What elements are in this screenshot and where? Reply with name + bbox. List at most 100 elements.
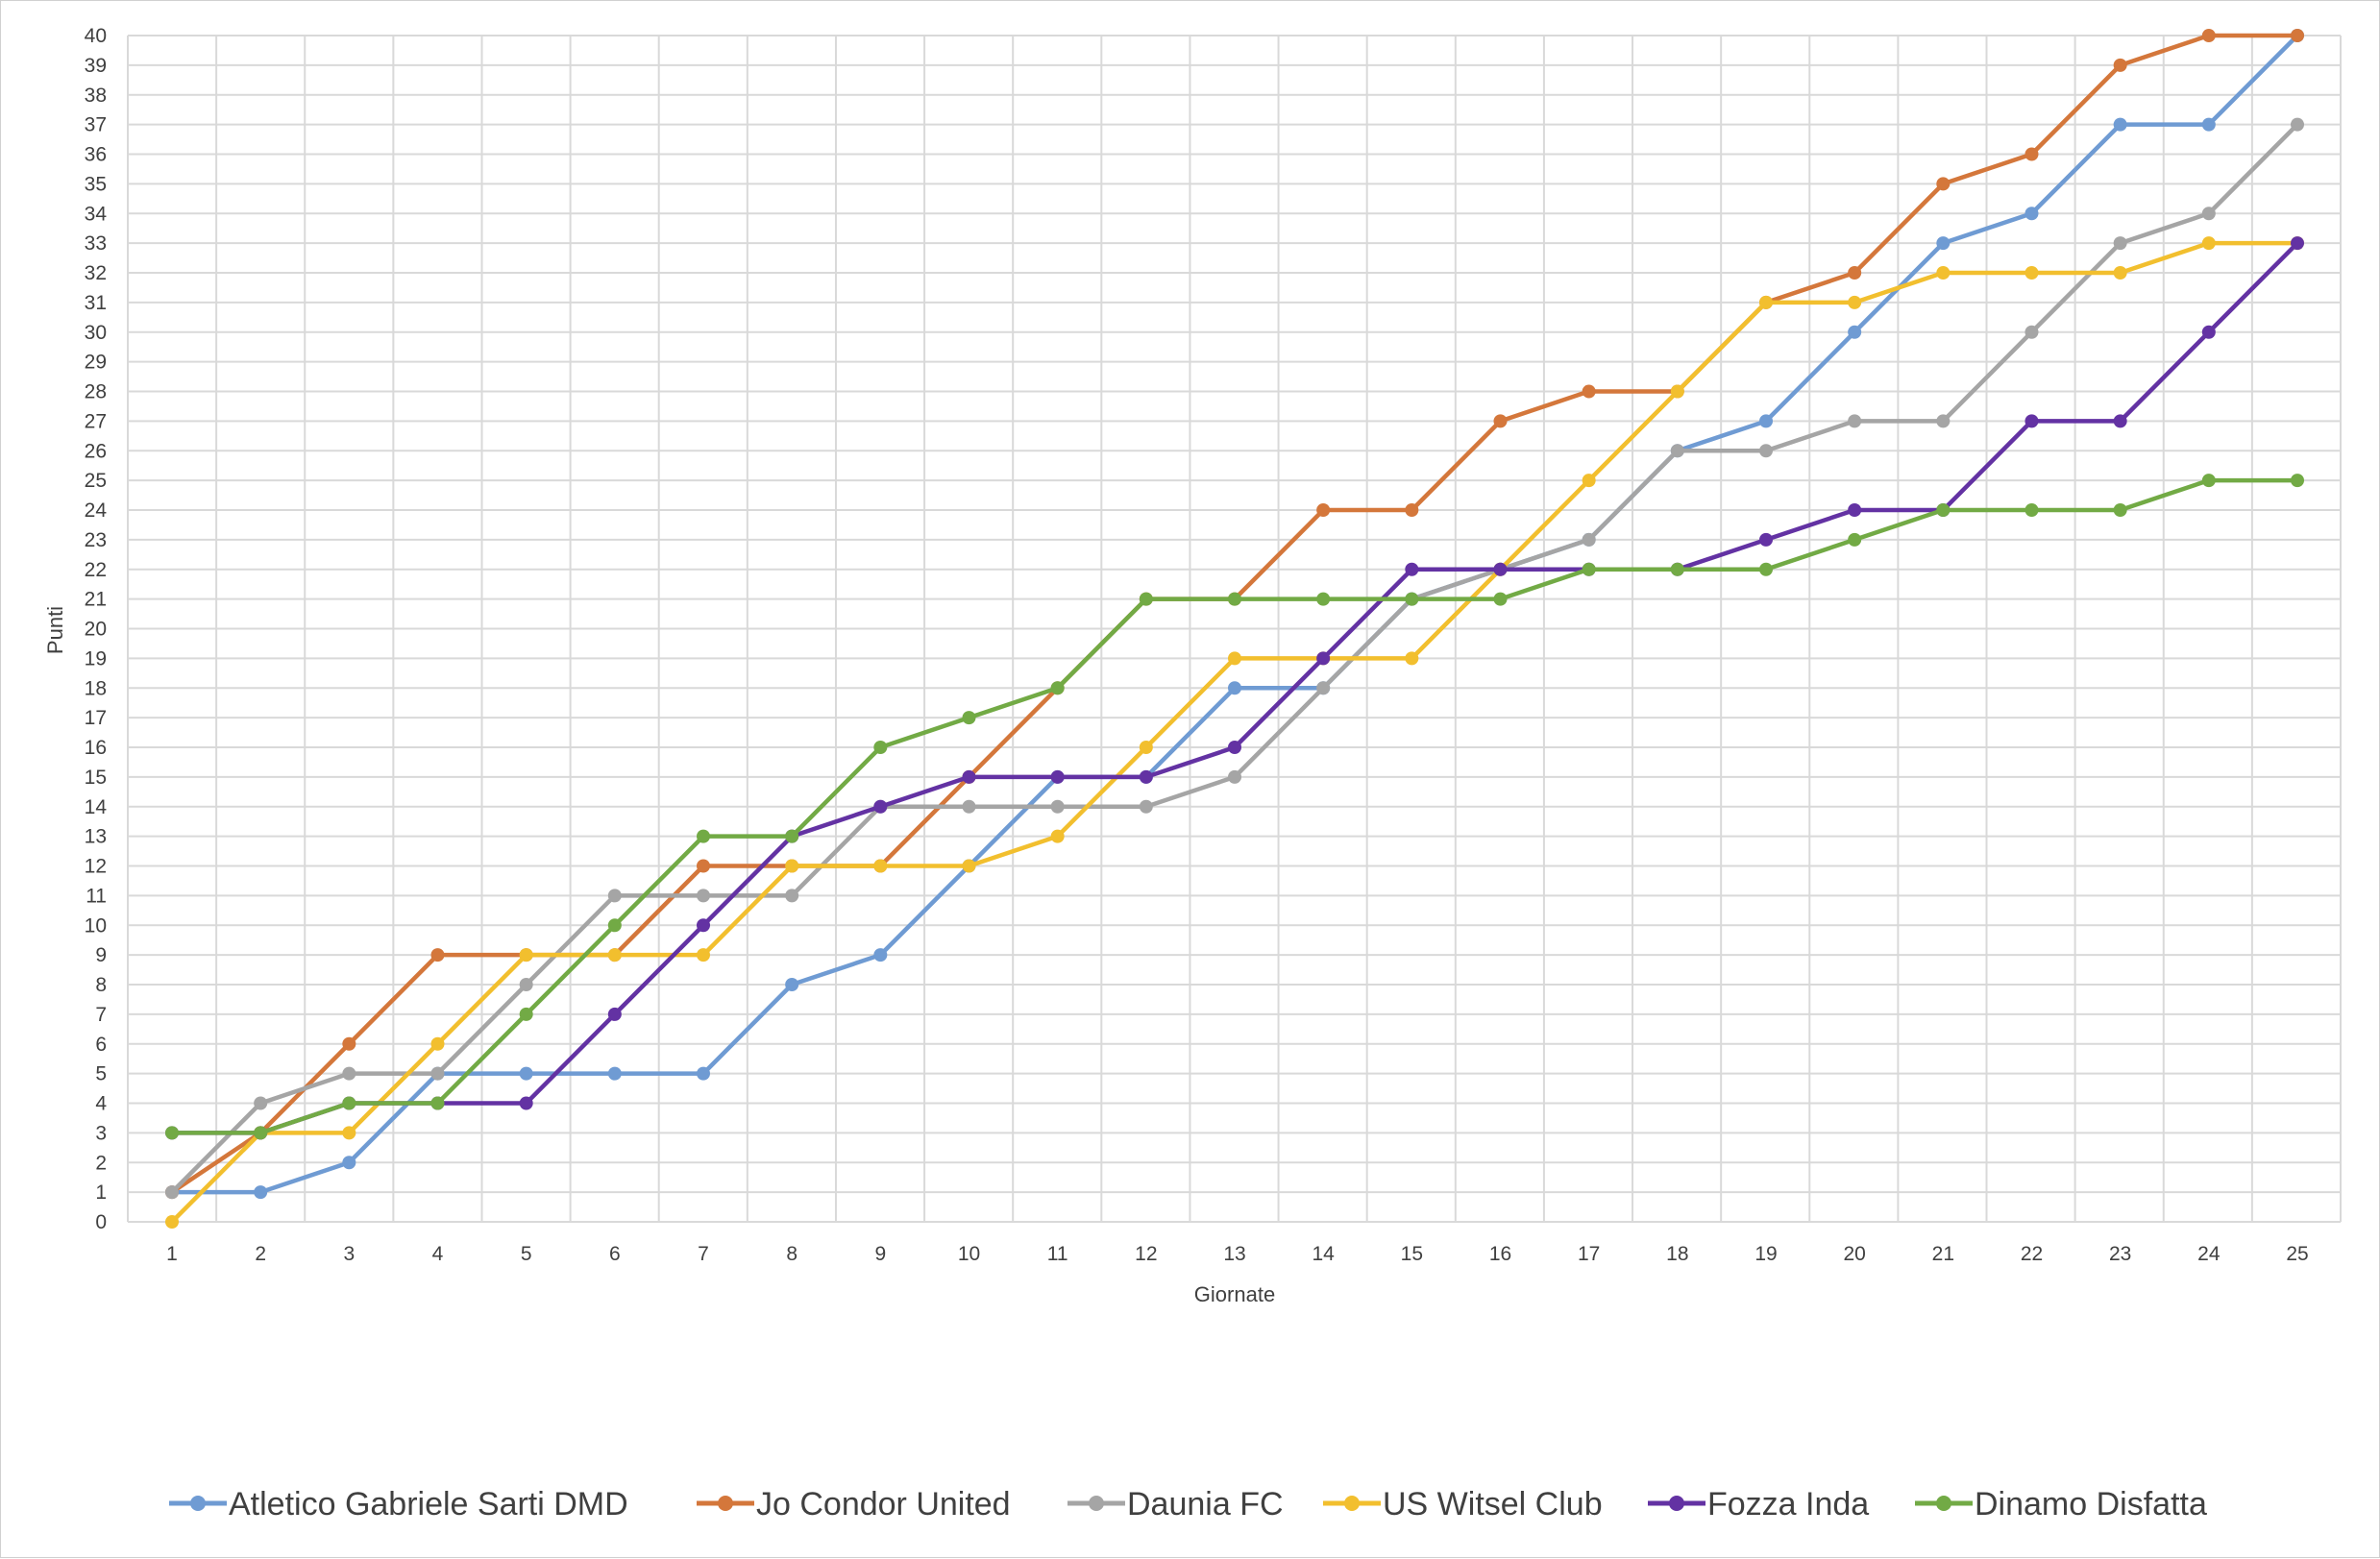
y-tick-label: 1 — [95, 1181, 107, 1204]
x-tick-label: 11 — [1047, 1243, 1068, 1265]
legend-item: Dinamo Disfatta — [1915, 1486, 2207, 1522]
data-point — [2291, 117, 2304, 132]
data-point — [1848, 414, 1862, 428]
data-point — [962, 859, 976, 873]
y-axis-title: Punti — [43, 606, 67, 654]
data-point — [962, 769, 976, 784]
y-tick-label: 30 — [85, 322, 107, 344]
data-point — [1139, 741, 1153, 754]
y-tick-label: 34 — [85, 203, 108, 225]
x-tick-label: 12 — [1135, 1243, 1157, 1265]
y-tick-label: 10 — [85, 914, 107, 937]
data-point — [1405, 562, 1419, 576]
data-point — [785, 889, 799, 903]
data-point — [342, 1126, 356, 1140]
series-6 — [165, 474, 2304, 1140]
data-point — [873, 859, 888, 873]
data-point — [519, 948, 533, 962]
x-tick-label: 1 — [166, 1243, 178, 1265]
y-tick-label: 13 — [85, 826, 107, 848]
data-point — [2113, 117, 2127, 132]
data-point — [1228, 651, 1241, 666]
series-4 — [165, 236, 2304, 1229]
data-point — [697, 918, 710, 933]
data-point — [1670, 384, 1684, 399]
data-point — [697, 859, 710, 873]
legend-item: Atletico Gabriele Sarti DMD — [169, 1486, 628, 1522]
legend-swatch-marker — [1936, 1496, 1951, 1511]
y-tick-label: 4 — [95, 1093, 107, 1115]
data-point — [1139, 769, 1153, 784]
data-point — [2201, 207, 2216, 221]
data-point — [2024, 266, 2039, 280]
data-point — [607, 1066, 622, 1081]
x-tick-label: 22 — [2021, 1243, 2043, 1265]
data-point — [2113, 266, 2127, 280]
data-point — [1493, 414, 1508, 428]
y-tick-label: 11 — [86, 885, 107, 907]
grid — [127, 35, 2342, 1223]
x-tick-label: 24 — [2197, 1243, 2221, 1265]
data-point — [1936, 236, 1951, 251]
data-point — [1050, 829, 1065, 843]
data-point — [1139, 799, 1153, 814]
data-point — [697, 948, 710, 962]
legend-label: Dinamo Disfatta — [1975, 1486, 2207, 1522]
data-point — [2201, 29, 2216, 42]
data-point — [2024, 325, 2039, 339]
y-tick-label: 18 — [85, 677, 107, 699]
data-point — [1139, 592, 1153, 606]
x-tick-label: 25 — [2286, 1243, 2308, 1265]
x-tick-label: 14 — [1312, 1243, 1335, 1265]
y-tick-label: 17 — [85, 707, 107, 729]
x-tick-label: 20 — [1843, 1243, 1865, 1265]
data-point — [1316, 503, 1331, 517]
y-tick-label: 23 — [85, 529, 107, 551]
data-point — [1848, 325, 1862, 339]
data-point — [1936, 266, 1951, 280]
data-point — [607, 918, 622, 933]
legend-label: Atletico Gabriele Sarti DMD — [229, 1486, 628, 1522]
y-tick-label: 3 — [95, 1122, 107, 1144]
data-point — [2113, 236, 2127, 251]
x-tick-label: 7 — [698, 1243, 709, 1265]
data-point — [697, 1066, 710, 1081]
y-tick-label: 24 — [85, 499, 108, 522]
x-tick-label: 15 — [1401, 1243, 1423, 1265]
data-point — [873, 948, 888, 962]
data-point — [607, 889, 622, 903]
legend-label: Jo Condor United — [756, 1486, 1011, 1522]
y-tick-label: 6 — [95, 1034, 107, 1056]
data-point — [697, 889, 710, 903]
data-point — [1316, 681, 1331, 695]
y-tick-label: 14 — [85, 796, 108, 818]
data-point — [2291, 474, 2304, 488]
data-point — [254, 1185, 268, 1200]
data-point — [1759, 295, 1773, 309]
x-tick-label: 16 — [1489, 1243, 1511, 1265]
data-point — [1582, 474, 1596, 488]
y-tick-labels: 0123456789101112131415161718192021222324… — [85, 25, 108, 1233]
data-point — [1050, 681, 1065, 695]
data-point — [1759, 532, 1773, 547]
x-tick-label: 17 — [1578, 1243, 1600, 1265]
data-point — [785, 859, 799, 873]
data-point — [697, 829, 710, 843]
legend-label: Fozza Inda — [1707, 1486, 1869, 1522]
x-tick-label: 23 — [2109, 1243, 2131, 1265]
legend: Atletico Gabriele Sarti DMD Jo Condor Uni… — [169, 1486, 2207, 1522]
data-point — [1936, 414, 1951, 428]
data-point — [1228, 769, 1241, 784]
data-point — [2024, 207, 2039, 221]
data-point — [1759, 562, 1773, 576]
data-point — [2024, 503, 2039, 517]
data-point — [342, 1096, 356, 1110]
data-point — [2024, 414, 2039, 428]
data-point — [519, 1007, 533, 1021]
data-point — [873, 799, 888, 814]
data-point — [1493, 592, 1508, 606]
series-lines — [165, 29, 2304, 1229]
data-point — [342, 1036, 356, 1051]
y-tick-label: 31 — [85, 292, 107, 314]
